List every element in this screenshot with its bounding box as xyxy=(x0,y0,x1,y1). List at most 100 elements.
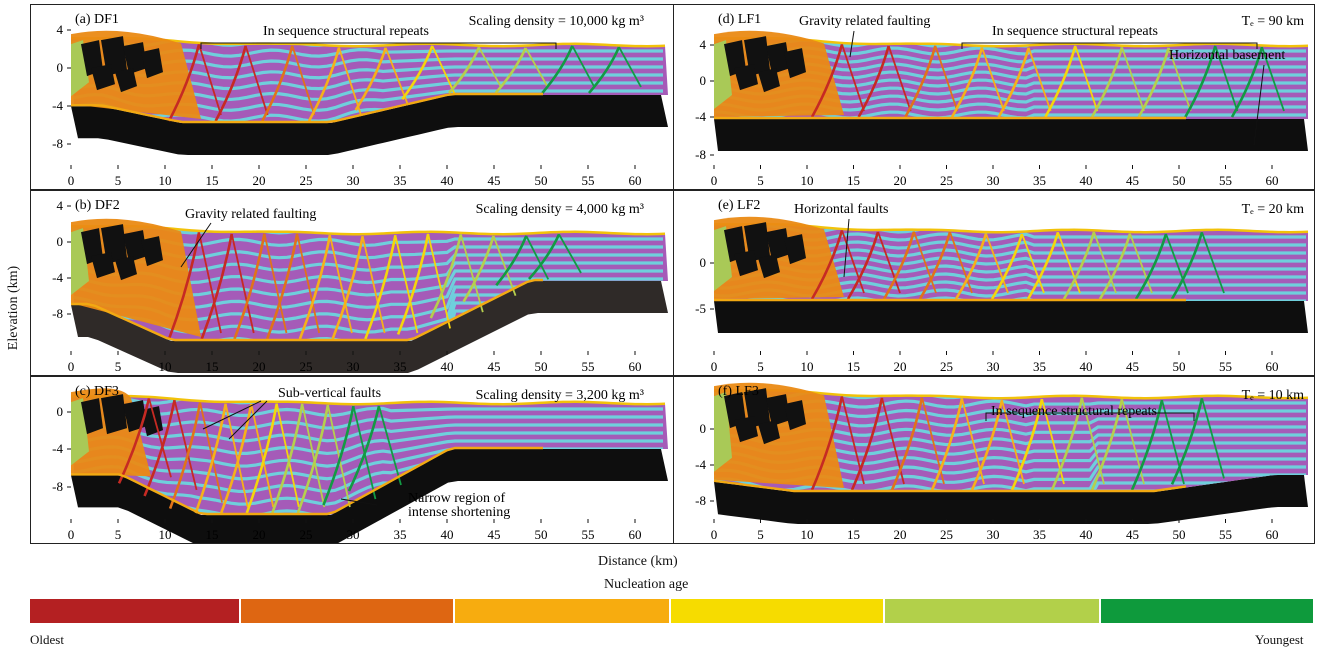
fault xyxy=(1010,398,1044,491)
fault xyxy=(322,405,355,506)
backthrust xyxy=(618,46,642,88)
rock-block xyxy=(101,394,127,435)
backthrust xyxy=(1161,399,1185,485)
rock-block xyxy=(123,230,147,263)
colorbar-segment xyxy=(885,599,1099,623)
y-tick-label: 0 xyxy=(700,73,707,88)
backthrust xyxy=(558,233,582,274)
fault xyxy=(401,45,434,101)
thrust-wedge xyxy=(71,218,201,337)
backthrust xyxy=(1165,233,1189,294)
backthrust xyxy=(296,233,321,334)
fault xyxy=(990,233,1024,300)
x-tick-label: 55 xyxy=(582,359,595,374)
rock-block xyxy=(141,48,163,79)
backthrust xyxy=(525,235,550,280)
x-tick-label: 60 xyxy=(1266,173,1279,188)
rock-block xyxy=(115,256,137,281)
fault xyxy=(1090,399,1124,491)
rock-block xyxy=(784,48,806,79)
rock-block xyxy=(115,68,137,93)
x-tick-label: 40 xyxy=(1080,527,1093,542)
fault xyxy=(495,235,528,287)
x-tick-label: 35 xyxy=(1033,359,1046,374)
fault xyxy=(261,45,294,122)
x-tick-label: 0 xyxy=(68,527,75,542)
backthrust xyxy=(1201,231,1225,294)
backthrust xyxy=(327,404,351,508)
colorbar-title: Nucleation age xyxy=(604,577,689,592)
x-tick-label: 40 xyxy=(441,527,454,542)
colorbar-segment xyxy=(30,599,239,623)
x-tick-label: 50 xyxy=(1173,173,1186,188)
y-tick-label: -4 xyxy=(52,441,63,456)
fault xyxy=(1098,233,1132,300)
x-tick-label: 50 xyxy=(1173,359,1186,374)
y-tick-label: -5 xyxy=(695,301,706,316)
surface xyxy=(70,394,666,406)
backthrust xyxy=(877,231,901,294)
y-tick-label: -8 xyxy=(695,147,706,162)
x-tick-label: 5 xyxy=(757,173,764,188)
x-tick-label: 0 xyxy=(68,173,75,188)
x-tick-label: 35 xyxy=(1033,527,1046,542)
x-tick-label: 10 xyxy=(801,173,814,188)
x-tick-label: 60 xyxy=(629,173,642,188)
rock-block xyxy=(766,228,790,261)
backthrust xyxy=(291,45,316,116)
backthrust xyxy=(338,47,362,116)
backthrust xyxy=(478,46,502,88)
backthrust xyxy=(841,44,865,112)
rock-block xyxy=(123,42,147,75)
rock-block xyxy=(784,234,806,265)
x-tick-label: 25 xyxy=(300,173,313,188)
backthrust xyxy=(1021,233,1045,294)
fault xyxy=(846,231,880,300)
backthrust xyxy=(1129,233,1153,294)
x-tick-label: 30 xyxy=(987,173,1000,188)
panel-plot: 40-4-80 5 10 15 20 25 30 35 40 45 50 55 60(b) DF2 Sca… xyxy=(52,198,668,374)
x-tick-label: 25 xyxy=(940,173,953,188)
basement xyxy=(71,449,668,543)
x-tick-label: 50 xyxy=(535,173,548,188)
annotation: Horizontal faults xyxy=(794,202,888,217)
rock-block xyxy=(91,252,115,279)
annotation: Sub-vertical faults xyxy=(278,386,381,401)
backthrust xyxy=(263,233,288,334)
x-tick-label: 20 xyxy=(894,173,907,188)
x-tick-label: 45 xyxy=(1126,527,1139,542)
colorbar-segment xyxy=(671,599,883,623)
fault xyxy=(296,404,330,514)
detachment xyxy=(713,479,1187,493)
backthrust xyxy=(198,232,222,334)
fault xyxy=(245,403,279,514)
fault xyxy=(1044,45,1077,118)
annotation: In sequence structural repeats xyxy=(991,404,1157,419)
rock-block xyxy=(734,416,758,443)
basement xyxy=(714,119,1308,151)
y-tick-label: -8 xyxy=(52,479,63,494)
x-tick-label: 60 xyxy=(629,527,642,542)
x-tick-label: 15 xyxy=(847,173,860,188)
backthrust xyxy=(459,234,484,313)
x-tick-label: 5 xyxy=(115,359,122,374)
backthrust xyxy=(384,47,409,105)
x-tick-label: 20 xyxy=(253,527,266,542)
fault xyxy=(364,235,397,340)
fault xyxy=(904,45,937,118)
backthrust xyxy=(1093,231,1117,294)
x-tick-label: 5 xyxy=(115,527,122,542)
y-tick-label: -4 xyxy=(52,98,63,113)
x-tick-label: 30 xyxy=(347,359,360,374)
y-tick-label: 4 xyxy=(57,22,64,37)
x-tick-label: 40 xyxy=(441,173,454,188)
fault xyxy=(890,397,924,491)
backthrust xyxy=(934,45,959,112)
x-tick-label: 40 xyxy=(441,359,454,374)
arrow xyxy=(228,400,268,440)
x-tick-label: 45 xyxy=(488,359,501,374)
fault xyxy=(1062,231,1096,300)
y-tick-label: 0 xyxy=(700,255,707,270)
fault xyxy=(1230,46,1264,118)
rock-block xyxy=(758,420,780,445)
